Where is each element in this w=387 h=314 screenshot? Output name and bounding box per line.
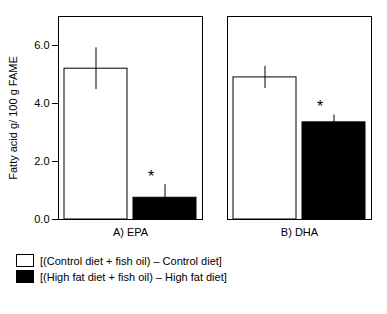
svg-text:A) EPA: A) EPA [113,226,149,238]
svg-text:*: * [317,98,323,115]
html-text:[(Control diet + fish oil) – C: [(Control diet + fish oil) – Control die… [40,254,222,267]
svg-text:*: * [148,168,154,185]
svg-text:Fatty acid g/ 100 g FAME: Fatty acid g/ 100 g FAME [7,56,19,180]
html-text:[(High fat diet + fish oil) –: [(High fat diet + fish oil) – High fat d… [40,270,227,283]
svg-text:4.0: 4.0 [34,97,49,109]
svg-text:0.0: 0.0 [34,213,49,225]
svg-text:2.0: 2.0 [34,155,49,167]
svg-text:B) DHA: B) DHA [281,226,319,238]
svg-text:6.0: 6.0 [34,39,49,51]
